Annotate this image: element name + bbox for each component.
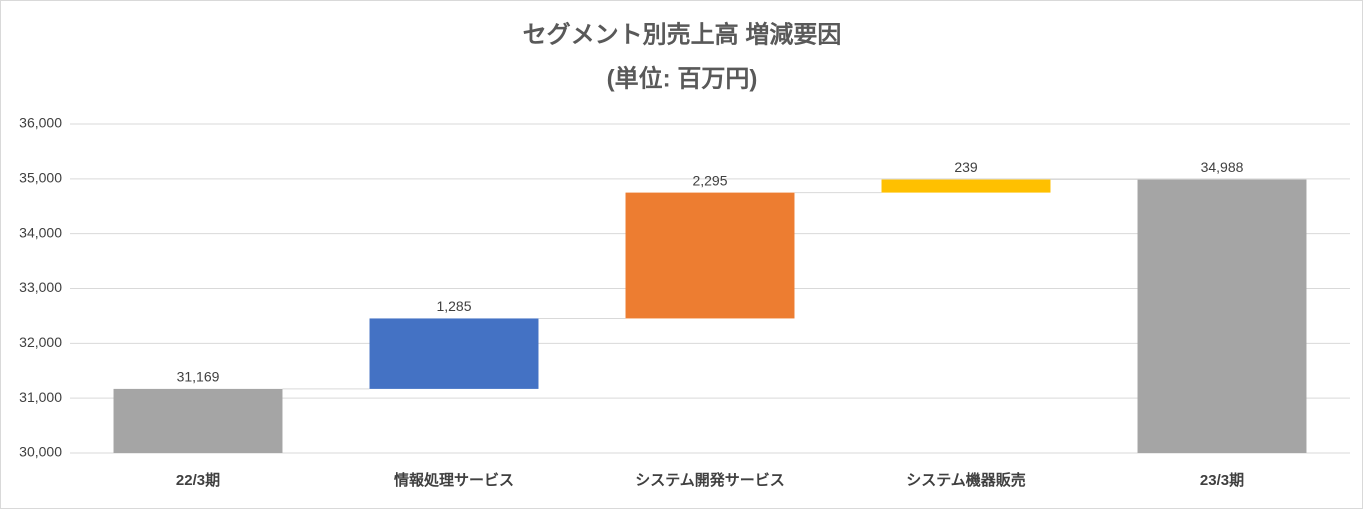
x-tick-label: システム機器販売	[906, 471, 1026, 489]
y-tick-label: 30,000	[19, 444, 62, 460]
value-label: 2,295	[692, 172, 727, 188]
x-tick-label: 情報処理サービス	[394, 471, 514, 489]
value-label: 34,988	[1201, 159, 1244, 175]
y-tick-label: 34,000	[19, 224, 62, 240]
bar	[625, 192, 795, 319]
y-tick-label: 35,000	[19, 170, 62, 186]
chart-title: セグメント別売上高 増減要因	[523, 20, 842, 48]
bar	[1137, 179, 1307, 453]
value-label: 31,169	[177, 369, 220, 385]
x-tick-label: システム開発サービス	[635, 471, 785, 489]
value-label: 1,285	[436, 298, 471, 314]
bar	[881, 179, 1051, 193]
x-tick-label: 23/3期	[1200, 471, 1244, 489]
x-tick-label: 22/3期	[176, 471, 220, 489]
y-tick-label: 31,000	[19, 389, 62, 405]
y-tick-label: 32,000	[19, 334, 62, 350]
bar	[113, 388, 283, 453]
value-label: 239	[954, 159, 978, 175]
y-tick-label: 33,000	[19, 279, 62, 295]
bar	[369, 318, 539, 389]
chart-subtitle: (単位: 百万円)	[607, 64, 758, 92]
y-tick-label: 36,000	[19, 115, 62, 131]
